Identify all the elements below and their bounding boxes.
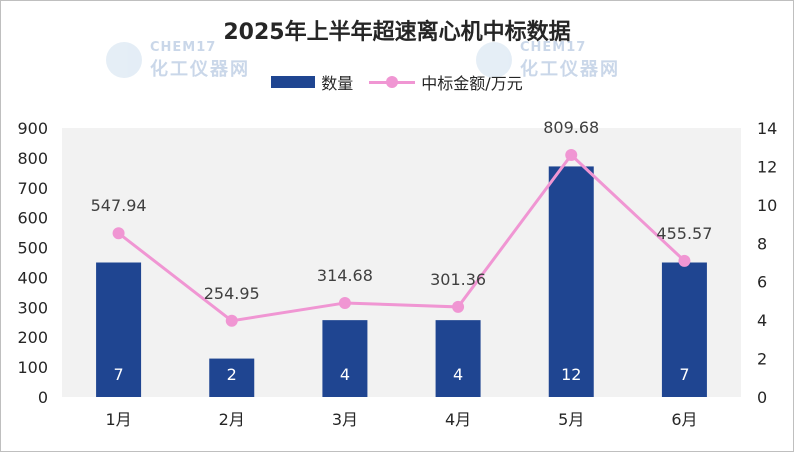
x-tick-label: 5月 [558,410,584,429]
line-data-label: 314.68 [317,266,373,285]
x-tick-label: 3月 [332,410,358,429]
legend-item-bars: 数量 [271,70,353,94]
bar-data-label: 4 [340,365,350,384]
line-data-label: 254.95 [204,284,260,303]
legend-item-line: 中标金额/万元 [369,70,523,94]
line-point [338,296,351,309]
bar-data-label: 2 [227,365,237,384]
y-left-tick-label: 800 [17,149,48,168]
y-right-tick-label: 14 [757,119,777,138]
bar [322,320,368,397]
line-point [225,314,238,327]
y-right-tick-label: 10 [757,196,777,215]
x-tick-label: 4月 [445,410,471,429]
line-data-label: 301.36 [430,270,486,289]
y-left-tick-label: 100 [17,358,48,377]
line-point [452,300,465,313]
y-right-tick-label: 4 [757,311,767,330]
line-data-label: 455.57 [656,224,712,243]
line-series [117,152,686,323]
line-data-label: 809.68 [543,118,599,137]
y-right-tick-label: 2 [757,350,767,369]
line-point [112,227,125,240]
bar-data-label: 4 [453,365,463,384]
bar-data-label: 7 [113,365,123,384]
x-tick-label: 2月 [219,410,245,429]
bar [548,166,594,397]
bar [661,262,707,397]
y-left-tick-label: 900 [17,119,48,138]
y-left-tick-label: 500 [17,239,48,258]
legend-line-label: 中标金额/万元 [421,74,523,93]
plot-area [62,128,741,397]
y-left-tick-label: 0 [38,388,48,407]
x-tick-label: 6月 [671,410,697,429]
line-point [565,148,578,161]
y-right-tick-label: 0 [757,388,767,407]
y-left-tick-label: 600 [17,209,48,228]
line-point [678,254,691,267]
chart-title: 2025年上半年超速离心机中标数据 [223,20,571,45]
legend-bar-swatch [271,76,316,88]
y-right-tick-label: 12 [757,157,777,176]
y-left-tick-label: 200 [17,328,48,347]
legend-line-swatch [369,76,416,88]
y-left-tick-label: 300 [17,298,48,317]
y-left-tick-label: 400 [17,268,48,287]
line-data-label: 547.94 [91,196,147,215]
y-right-tick-label: 8 [757,234,767,253]
bar [96,262,142,397]
y-left-tick-label: 700 [17,179,48,198]
chart-legend: 数量 中标金额/万元 [0,70,794,94]
bar-data-label: 12 [561,365,581,384]
legend-bar-label: 数量 [321,74,354,93]
y-right-tick-label: 6 [757,273,767,292]
bar [209,358,255,397]
bar [435,320,481,397]
x-tick-label: 1月 [105,410,131,429]
bar-data-label: 7 [679,365,689,384]
